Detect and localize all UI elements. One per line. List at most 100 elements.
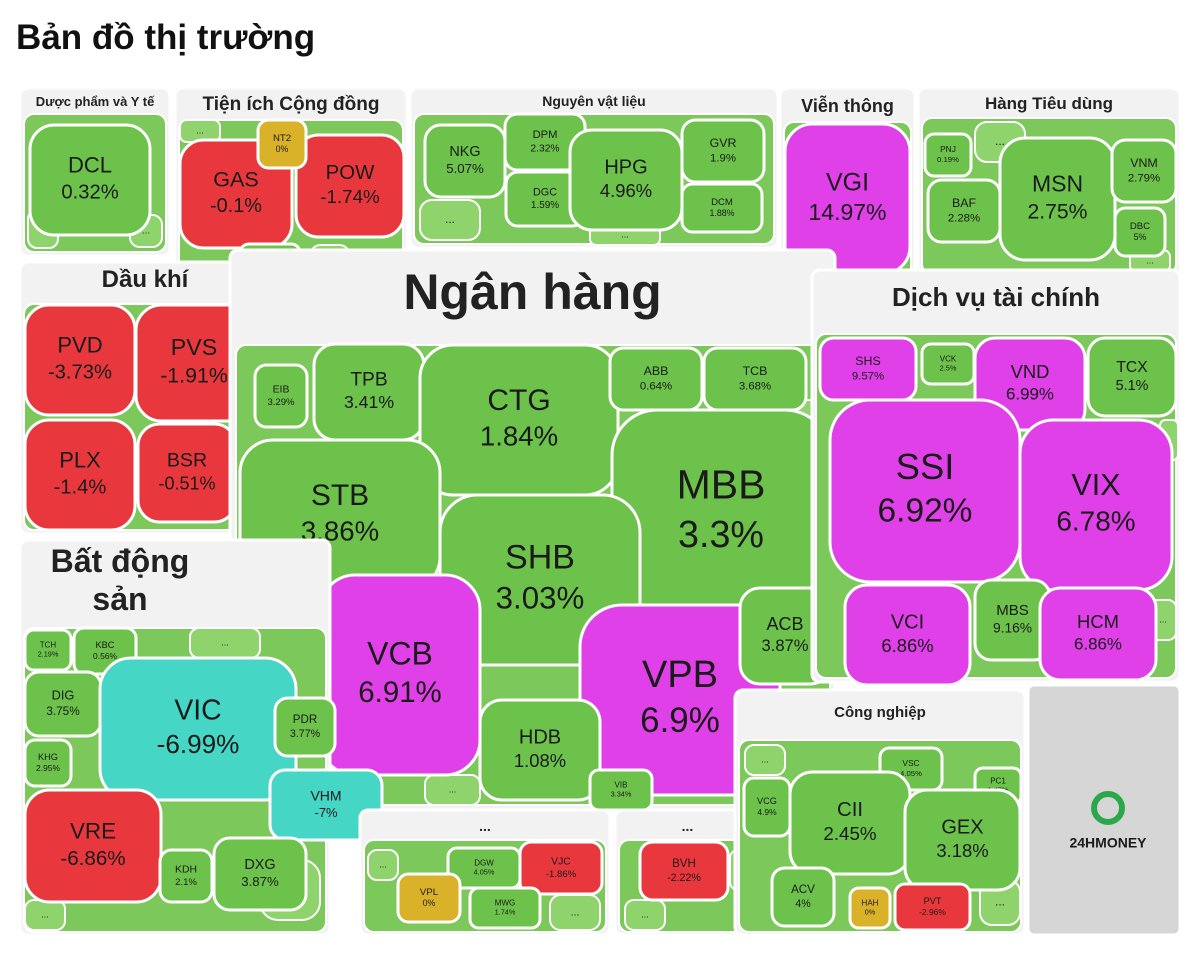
minor-cell-label: ... [621, 229, 629, 239]
stock-ticker: HPG [604, 156, 647, 178]
stock-cell [23, 788, 163, 904]
stock-change: 9.57% [852, 370, 884, 382]
stock-change: -0.1% [210, 195, 262, 217]
stock-ticker: HDB [519, 726, 561, 748]
stock-ticker: ABB [644, 364, 669, 378]
brand-box [1026, 683, 1182, 937]
stock-cell [893, 882, 972, 932]
stock-ticker: HCM [1077, 611, 1119, 632]
stock-ticker: ACV [791, 883, 815, 896]
stock-ticker: TCH [40, 640, 57, 649]
stock-cell [1113, 206, 1167, 258]
stock-change: 1.84% [480, 420, 558, 451]
stock-ticker: VGI [826, 169, 869, 197]
stock-cell [848, 886, 892, 930]
minor-cell-label: ... [641, 909, 649, 919]
stock-change: -1.86% [546, 869, 577, 880]
stock-ticker: BAF [952, 196, 977, 210]
stock-ticker: KDH [175, 865, 197, 876]
stock-change: 4.05% [474, 868, 495, 877]
stock-ticker: DCM [711, 197, 733, 208]
stock-change: 3.87% [241, 874, 279, 889]
stock-change: 6.9% [640, 701, 720, 740]
stock-cell [212, 836, 308, 912]
minor-cell-label: ... [196, 125, 204, 135]
stock-ticker: DIG [52, 688, 75, 703]
stock-cell [23, 418, 137, 532]
stock-ticker: POW [326, 162, 375, 184]
stock-change: 1.59% [531, 200, 559, 211]
stock-change: 1.08% [514, 750, 566, 771]
stock-cell [253, 363, 309, 429]
stock-change: 3.87% [762, 636, 809, 655]
minor-cell-label: ... [142, 226, 150, 237]
stock-change: 3.34% [611, 790, 632, 799]
minor-cell-label: ... [1159, 614, 1167, 624]
minor-cell [744, 744, 786, 776]
stock-change: 0% [865, 908, 876, 917]
stock-ticker: PVT [924, 896, 942, 906]
stock-ticker: PVD [57, 333, 102, 358]
stock-change: 4.9% [757, 807, 777, 817]
sector-name: Dịch vụ tài chính [891, 282, 1101, 312]
sector-name: ... [681, 818, 694, 834]
stock-change: 0.32% [61, 182, 118, 204]
stock-cell [23, 628, 73, 672]
stock-change: 3.29% [267, 397, 295, 408]
stock-change: 6.99% [1006, 385, 1054, 404]
stock-change: 5.1% [1116, 378, 1149, 394]
stock-cell [828, 398, 1022, 584]
stock-ticker: VIB [615, 780, 628, 789]
stock-ticker: DGC [533, 186, 557, 198]
brand-panel: 24HMONEY [1026, 683, 1182, 937]
stock-change: 5% [1134, 232, 1147, 242]
sector-name: Tiện ích Cộng đồng [202, 94, 380, 115]
stock-ticker: SHB [505, 539, 575, 577]
stock-ticker: DPM [533, 129, 558, 141]
stock-ticker: MWG [495, 898, 515, 907]
stock-ticker: TPB [350, 370, 387, 391]
minor-cell-label: ... [995, 134, 1005, 148]
minor-cell-label: ... [995, 895, 1005, 909]
stock-ticker: VIX [1072, 468, 1121, 502]
stock-change: 2.28% [948, 212, 980, 224]
stock-ticker: MSN [1032, 170, 1083, 196]
stock-change: 3.03% [496, 581, 585, 616]
stock-change: 3.68% [739, 380, 771, 392]
stock-ticker: VCK [940, 354, 957, 363]
stock-ticker: BVH [672, 857, 696, 870]
stock-cell [294, 133, 406, 239]
stock-ticker: PC1 [990, 776, 1006, 785]
stock-ticker: VHM [310, 787, 341, 803]
stock-change: 6.78% [1056, 506, 1135, 537]
stock-ticker: HAH [862, 898, 879, 907]
sector-name: Bất động sản [50, 543, 190, 618]
stock-change: 0% [423, 898, 436, 908]
stock-ticker: VIC [174, 694, 221, 726]
minor-cell [624, 899, 666, 931]
stock-change: 1.88% [709, 208, 734, 218]
minor-cell-label: ... [571, 906, 580, 918]
stock-change: -1.74% [320, 186, 379, 207]
stock-ticker: VND [1011, 361, 1050, 382]
stock-cell [273, 696, 337, 758]
minor-cell-label: ... [221, 637, 229, 647]
stock-ticker: PDR [293, 713, 317, 726]
minor-cell-label: ... [445, 212, 455, 226]
stock-change: -7% [315, 805, 338, 820]
stock-ticker: PNJ [940, 144, 956, 154]
sector-name: Viễn thông [801, 96, 894, 116]
stock-ticker: MBB [677, 462, 766, 508]
stock-ticker: DCL [68, 153, 112, 178]
stock-change: 6.86% [1074, 635, 1122, 654]
minor-cell [419, 199, 481, 241]
stock-ticker: KBC [96, 640, 115, 650]
stock-ticker: CTG [487, 384, 550, 417]
stock-change: 6.92% [878, 493, 973, 530]
stock-change: -1.91% [160, 364, 228, 388]
stock-cell [23, 738, 73, 788]
stock-change: 3.41% [344, 392, 394, 412]
sector: ...PVD-3.73%PVS-1.91%PLX-1.4%BSR-0.51% [18, 260, 272, 536]
